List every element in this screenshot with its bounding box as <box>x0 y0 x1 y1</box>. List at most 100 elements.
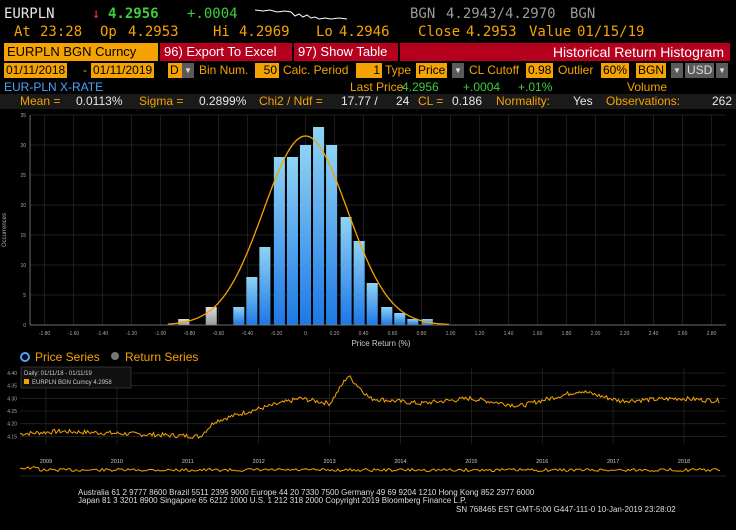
currency-field[interactable]: USD <box>685 63 715 78</box>
price-chart[interactable]: Daily: 01/11/18 - 01/11/19 EURPLN BGN Cu… <box>0 364 736 486</box>
histogram-bar[interactable] <box>340 217 352 325</box>
histogram-bar[interactable] <box>394 313 406 325</box>
histogram-bar[interactable] <box>286 157 298 325</box>
histogram-x-tick: 1.00 <box>446 331 456 337</box>
histogram-y-tick: 25 <box>20 173 26 179</box>
histogram-y-tick: 35 <box>20 113 26 119</box>
cl-cutoff-field[interactable]: 0.98 <box>526 63 554 78</box>
normal-fit-curve <box>167 135 450 326</box>
footer: Australia 61 2 9777 8600 Brazil 5511 239… <box>0 488 736 528</box>
quote-source: BGN <box>410 6 436 22</box>
histogram-bar[interactable] <box>299 145 312 325</box>
histogram-x-tick: 1.20 <box>475 331 485 337</box>
intraday-sparkline <box>255 9 347 20</box>
toolbar: EURPLN BGN Curncy 96) Export To Excel 97… <box>0 43 736 61</box>
quote-detail-bar: At 23:28 Op 4.2953 Hi 4.2969 Lo 4.2946 C… <box>0 24 736 40</box>
instrument-name: EUR-PLN X-RATE <box>4 80 104 94</box>
source-field[interactable]: BGN <box>636 63 667 78</box>
sigma-label: Sigma = <box>139 94 184 108</box>
start-date-field[interactable]: 01/11/2018 <box>4 63 68 78</box>
outlier-field[interactable]: 60% <box>601 63 630 78</box>
histogram-bar[interactable] <box>366 283 378 325</box>
histogram-x-tick: -1.80 <box>39 331 51 337</box>
histogram-x-tick: 0.60 <box>388 331 398 337</box>
price-x-tick: 2016 <box>536 459 548 465</box>
price-axis: 4.15 4.20 4.25 4.30 4.35 4.40 2009 2010 2011 2012… <box>7 371 726 477</box>
histogram-x-tick: 2.20 <box>620 331 630 337</box>
price-x-tick: 2015 <box>465 459 477 465</box>
calc-period-field[interactable]: 1 <box>356 63 382 78</box>
price-info-series: EURPLN BGN Curncy 4.2958 <box>32 380 112 386</box>
return-series-radio-icon[interactable] <box>111 352 119 360</box>
show-table-button[interactable]: 97) Show Table <box>294 43 398 61</box>
export-excel-label: Export To Excel <box>186 44 277 59</box>
histogram-bar[interactable] <box>205 307 217 325</box>
quote-bar: EURPLN ↓ 4.2956 +.0004 BGN 4.2943/4.2970… <box>0 6 736 22</box>
export-excel-number: 96) <box>164 44 183 59</box>
histogram-x-tick: 0.80 <box>417 331 427 337</box>
observations-value: 262 <box>712 94 733 108</box>
type-field[interactable]: Price <box>416 63 448 78</box>
open-label: Op <box>100 24 117 40</box>
histogram-x-tick: 0 <box>304 331 307 337</box>
price-x-tick: 2018 <box>678 459 690 465</box>
price-series-label[interactable]: Price Series <box>35 350 100 364</box>
histogram-x-tick: 0.40 <box>359 331 369 337</box>
ticker[interactable]: EURPLN <box>4 6 55 22</box>
price-y-tick: 4.35 <box>7 384 17 390</box>
histogram-x-tick: -1.20 <box>126 331 138 337</box>
low-label: Lo <box>316 24 333 40</box>
price-info-box <box>20 366 132 389</box>
ndf-value: 24 <box>396 94 410 108</box>
histogram-bar[interactable] <box>381 307 393 325</box>
periodicity-dropdown-icon[interactable]: ▼ <box>182 63 194 78</box>
security-field[interactable]: EURPLN BGN Curncy <box>4 43 158 61</box>
outlier-label: Outlier <box>558 63 594 77</box>
histogram-x-tick: 1.60 <box>533 331 543 337</box>
export-excel-button[interactable]: 96) Export To Excel <box>160 43 292 61</box>
price-x-tick: 2017 <box>607 459 619 465</box>
histogram-bar[interactable] <box>326 145 338 325</box>
last-price: 4.2956 <box>108 6 159 22</box>
histogram-y-tick: 5 <box>23 293 26 299</box>
histogram-y-tick: 0 <box>23 323 26 329</box>
chi2-label: Chi2 / Ndf = <box>259 94 323 108</box>
chi2-value: 17.77 / <box>341 94 378 108</box>
histogram-bar[interactable] <box>246 277 258 325</box>
price-y-tick: 4.25 <box>7 409 17 415</box>
histogram-bar[interactable] <box>353 241 365 325</box>
calc-period-label: Calc. Period <box>283 63 349 77</box>
histogram-bar[interactable] <box>259 247 271 325</box>
type-dropdown-icon[interactable]: ▼ <box>452 63 464 78</box>
histogram-x-tick: 2.40 <box>649 331 659 337</box>
price-x-tick: 2010 <box>111 459 123 465</box>
price-change: +.0004 <box>187 6 238 22</box>
histogram-bar[interactable] <box>313 127 325 325</box>
last-price-label: Last Price <box>350 80 404 94</box>
end-date-field[interactable]: 01/11/2019 <box>91 63 155 78</box>
histogram-chart[interactable]: 0 5 10 15 20 25 30 35 -1.80 -1.60 -1.40 -1.20 -1.00 -… <box>0 110 736 350</box>
return-series-label[interactable]: Return Series <box>125 350 199 364</box>
price-x-tick: 2014 <box>394 459 406 465</box>
histogram-bar[interactable] <box>407 319 419 325</box>
histogram-bar[interactable] <box>273 157 285 325</box>
histogram-bar[interactable] <box>233 307 245 325</box>
last-price-change: +.0004 <box>463 80 501 94</box>
high-value: 4.2969 <box>239 24 290 40</box>
price-grid <box>20 368 726 444</box>
close-label: Close <box>418 24 461 40</box>
parameter-bar: 01/11/2018 - 01/11/2019 D ▼ Bin Num. 50 … <box>0 63 736 78</box>
histogram-x-tick: 2.80 <box>707 331 717 337</box>
last-price-values: 4.2956 +.0004 +.01% <box>0 80 736 94</box>
histogram-x-tick: 0.20 <box>330 331 340 337</box>
source-dropdown-icon[interactable]: ▼ <box>671 63 683 78</box>
close-value: 4.2953 <box>466 24 517 40</box>
bin-field[interactable]: 50 <box>255 63 279 78</box>
cl-cutoff-label: CL Cutoff <box>469 63 520 77</box>
volume-label: Volume <box>627 80 668 94</box>
currency-dropdown-icon[interactable]: ▼ <box>716 63 728 78</box>
price-line <box>19 375 720 439</box>
periodicity-field[interactable]: D <box>168 63 182 78</box>
cl-label: CL = <box>418 94 444 108</box>
price-series-radio-icon[interactable] <box>20 352 30 362</box>
